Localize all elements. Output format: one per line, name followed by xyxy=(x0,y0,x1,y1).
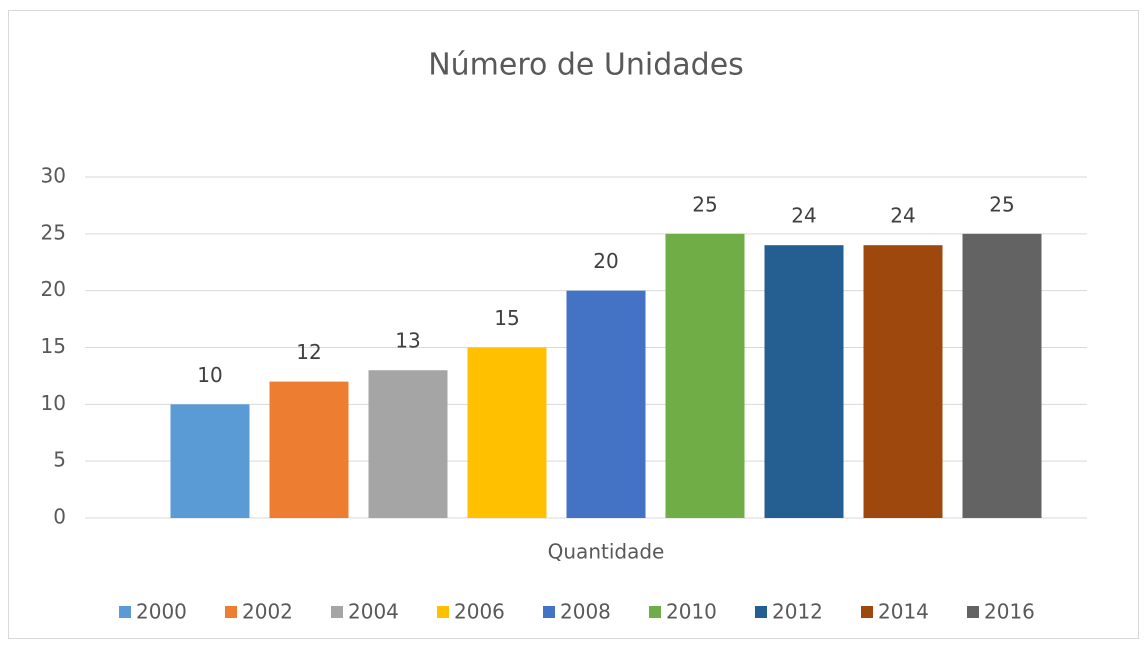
y-tick-label: 20 xyxy=(41,277,66,301)
legend-swatch xyxy=(437,606,449,618)
data-label: 24 xyxy=(890,204,915,228)
y-tick-label: 30 xyxy=(41,164,66,188)
y-tick-label: 25 xyxy=(41,220,66,244)
legend-label: 2010 xyxy=(666,600,717,624)
data-label: 24 xyxy=(791,204,816,228)
y-tick-label: 5 xyxy=(53,448,66,472)
legend-swatch xyxy=(755,606,767,618)
bar xyxy=(566,290,646,518)
bar xyxy=(170,404,250,518)
legend-label: 2008 xyxy=(560,600,611,624)
data-label: 12 xyxy=(296,340,321,364)
y-tick-label: 0 xyxy=(53,505,66,529)
data-label: 13 xyxy=(395,329,420,353)
legend-swatch xyxy=(119,606,131,618)
bar xyxy=(962,233,1042,519)
chart-title: Número de Unidades xyxy=(428,48,744,83)
data-label: 15 xyxy=(494,306,519,330)
legend-label: 2006 xyxy=(454,600,505,624)
data-label: 25 xyxy=(989,192,1014,216)
data-label: 25 xyxy=(692,192,717,216)
y-tick-label: 15 xyxy=(41,334,66,358)
bar xyxy=(467,347,547,518)
bar xyxy=(764,245,844,518)
legend-swatch xyxy=(967,606,979,618)
legend-swatch xyxy=(543,606,555,618)
legend-label: 2016 xyxy=(984,600,1035,624)
legend-label: 2012 xyxy=(772,600,823,624)
bar xyxy=(863,245,943,518)
legend-label: 2014 xyxy=(878,600,929,624)
legend-label: 2004 xyxy=(348,600,399,624)
x-axis-label: Quantidade xyxy=(548,540,665,564)
legend-swatch xyxy=(331,606,343,618)
data-label: 20 xyxy=(593,249,618,273)
legend-swatch xyxy=(861,606,873,618)
bar xyxy=(368,370,448,518)
data-label: 10 xyxy=(197,363,222,387)
bar xyxy=(665,233,745,519)
y-tick-label: 10 xyxy=(41,391,66,415)
legend-swatch xyxy=(225,606,237,618)
legend-label: 2002 xyxy=(242,600,293,624)
legend-label: 2000 xyxy=(136,600,187,624)
bar xyxy=(269,381,349,518)
legend-swatch xyxy=(649,606,661,618)
